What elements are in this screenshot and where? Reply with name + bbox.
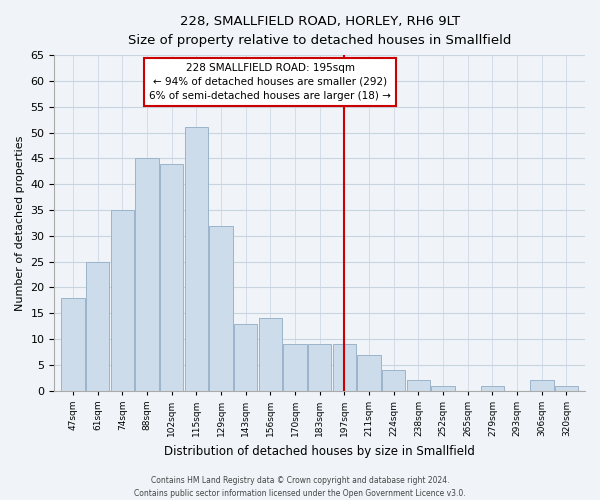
Bar: [358, 354, 381, 391]
Bar: [234, 324, 257, 391]
X-axis label: Distribution of detached houses by size in Smallfield: Distribution of detached houses by size …: [164, 444, 475, 458]
Y-axis label: Number of detached properties: Number of detached properties: [15, 135, 25, 310]
Text: Contains HM Land Registry data © Crown copyright and database right 2024.
Contai: Contains HM Land Registry data © Crown c…: [134, 476, 466, 498]
Bar: [283, 344, 307, 391]
Text: 228 SMALLFIELD ROAD: 195sqm
← 94% of detached houses are smaller (292)
6% of sem: 228 SMALLFIELD ROAD: 195sqm ← 94% of det…: [149, 63, 391, 101]
Bar: [332, 344, 356, 391]
Bar: [431, 386, 455, 391]
Bar: [135, 158, 158, 391]
Bar: [530, 380, 554, 391]
Bar: [209, 226, 233, 391]
Bar: [308, 344, 331, 391]
Bar: [160, 164, 184, 391]
Bar: [61, 298, 85, 391]
Title: 228, SMALLFIELD ROAD, HORLEY, RH6 9LT
Size of property relative to detached hous: 228, SMALLFIELD ROAD, HORLEY, RH6 9LT Si…: [128, 15, 511, 47]
Bar: [86, 262, 109, 391]
Bar: [407, 380, 430, 391]
Bar: [481, 386, 504, 391]
Bar: [259, 318, 282, 391]
Bar: [110, 210, 134, 391]
Bar: [555, 386, 578, 391]
Bar: [382, 370, 406, 391]
Bar: [185, 128, 208, 391]
